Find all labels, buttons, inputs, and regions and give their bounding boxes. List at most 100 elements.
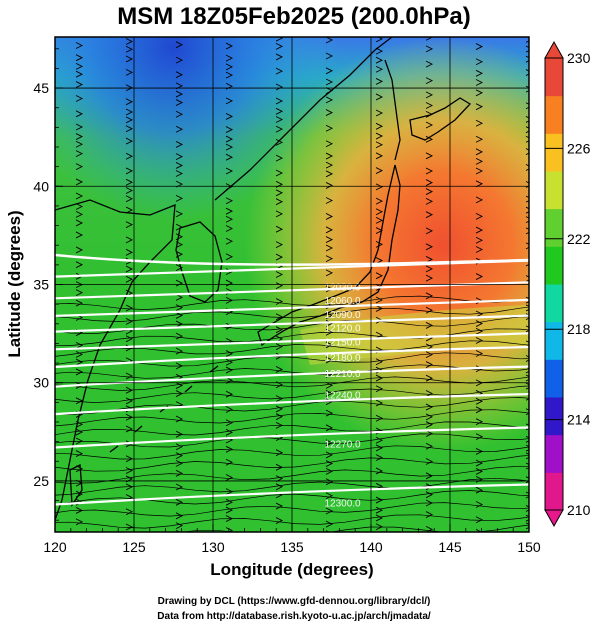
streamline-arrow (225, 498, 234, 506)
streamline-arrow (425, 292, 434, 300)
streamline-arrow (125, 206, 134, 214)
streamline (55, 465, 529, 484)
streamline-arrow (525, 227, 529, 235)
streamline-arrow (75, 299, 84, 307)
streamline-arrow (425, 403, 434, 411)
streamline-arrow (425, 77, 434, 85)
streamline-arrow (475, 468, 484, 475)
streamline-arrow (175, 430, 184, 438)
streamline-arrow (325, 312, 334, 320)
colorbar-segment-9 (545, 133, 563, 172)
colorbar-tick-label-4: 214 (567, 412, 591, 428)
streamline-arrow (75, 150, 84, 157)
streamline-arrow (125, 425, 134, 433)
streamline-arrow (475, 501, 484, 508)
streamline-arrow (275, 125, 284, 133)
streamline-arrow (75, 178, 84, 186)
streamline-arrow (325, 52, 334, 60)
streamline-arrow (75, 140, 84, 148)
streamline-arrow (425, 442, 434, 450)
streamline-arrow (325, 520, 334, 528)
streamline-arrow (275, 326, 284, 334)
height-contour (55, 281, 529, 300)
streamline-arrow (375, 183, 384, 191)
streamline-arrow (475, 148, 484, 156)
colorbar-tick-label-2: 222 (567, 231, 591, 247)
streamline-arrow (425, 472, 434, 480)
streamline-arrow (375, 93, 384, 101)
streamline-arrow (275, 282, 284, 290)
streamline-arrow (525, 296, 529, 304)
streamline-arrow (275, 241, 284, 249)
streamline-arrow (375, 358, 384, 366)
colorbar-segment-0 (545, 472, 563, 511)
streamline-arrow (525, 126, 529, 134)
streamline-arrow (325, 37, 334, 44)
coastlines (55, 37, 472, 521)
streamline-arrow (325, 213, 334, 220)
colorbar-segment-4 (545, 321, 563, 360)
streamline-arrow (76, 534, 82, 540)
streamline-arrow (475, 236, 484, 244)
streamline-arrow (475, 418, 484, 426)
streamline-arrow (275, 313, 284, 321)
streamline-arrow (375, 208, 384, 216)
colorbar-segment-2 (545, 397, 563, 436)
coastline-ryukyu (109, 365, 219, 453)
streamline-arrow (475, 397, 484, 405)
streamline-arrow (375, 296, 384, 304)
streamline-arrow (175, 522, 184, 530)
streamline-arrow (375, 467, 384, 475)
streamline-arrow (525, 242, 529, 250)
streamline-arrow (275, 83, 284, 91)
streamline-arrow (475, 448, 484, 455)
colorbar-tick-label-1: 226 (567, 140, 591, 156)
streamline-arrow (325, 460, 334, 467)
streamline-arrow (225, 113, 234, 120)
streamline-arrow (375, 47, 384, 55)
streamline-arrow (525, 135, 529, 143)
gridlines (55, 37, 529, 532)
streamline-arrow (475, 212, 484, 220)
streamline-arrow (175, 362, 184, 370)
streamline-arrow (375, 37, 384, 43)
streamline-arrow (125, 317, 134, 325)
streamline-arrow (125, 372, 134, 380)
streamline-arrow (526, 24, 532, 30)
streamline-arrow (275, 169, 284, 177)
height-contour (55, 345, 529, 369)
streamline-arrow (475, 89, 484, 97)
coastline-russia (214, 37, 393, 201)
height-contour (55, 426, 529, 449)
streamline-arrow (275, 253, 284, 261)
streamline-arrow (75, 397, 84, 405)
streamline-arrow (75, 123, 84, 131)
streamline-arrow (525, 476, 529, 484)
streamline-arrow (325, 341, 334, 349)
streamline-arrow (325, 78, 334, 86)
streamline-arrow (125, 116, 134, 124)
streamline-arrow (175, 512, 184, 520)
streamline-arrow (525, 216, 529, 224)
streamline-arrow (475, 516, 484, 524)
streamline-arrow (525, 382, 529, 390)
streamline-arrow (325, 424, 334, 432)
streamline-arrow (375, 385, 384, 393)
contour-label-3: 12120.0 (324, 324, 361, 335)
streamline-arrow (425, 491, 434, 499)
streamlines (55, 8, 532, 540)
colorbar: 230 226 222 218 214 210 (544, 40, 591, 528)
streamline-arrow (225, 506, 234, 514)
coastline-korea (175, 221, 223, 303)
colorbar-segment-5 (545, 284, 563, 323)
streamline-arrow (375, 506, 384, 514)
streamline-arrow (325, 140, 334, 148)
height-contour (55, 298, 529, 317)
streamline-arrow (275, 210, 284, 218)
streamline-arrow (475, 180, 484, 188)
streamline-arrow (525, 275, 529, 282)
streamline-arrow (526, 8, 532, 14)
streamline-arrow (375, 374, 384, 382)
streamline-arrow (325, 170, 334, 178)
streamline-arrow (275, 366, 284, 373)
